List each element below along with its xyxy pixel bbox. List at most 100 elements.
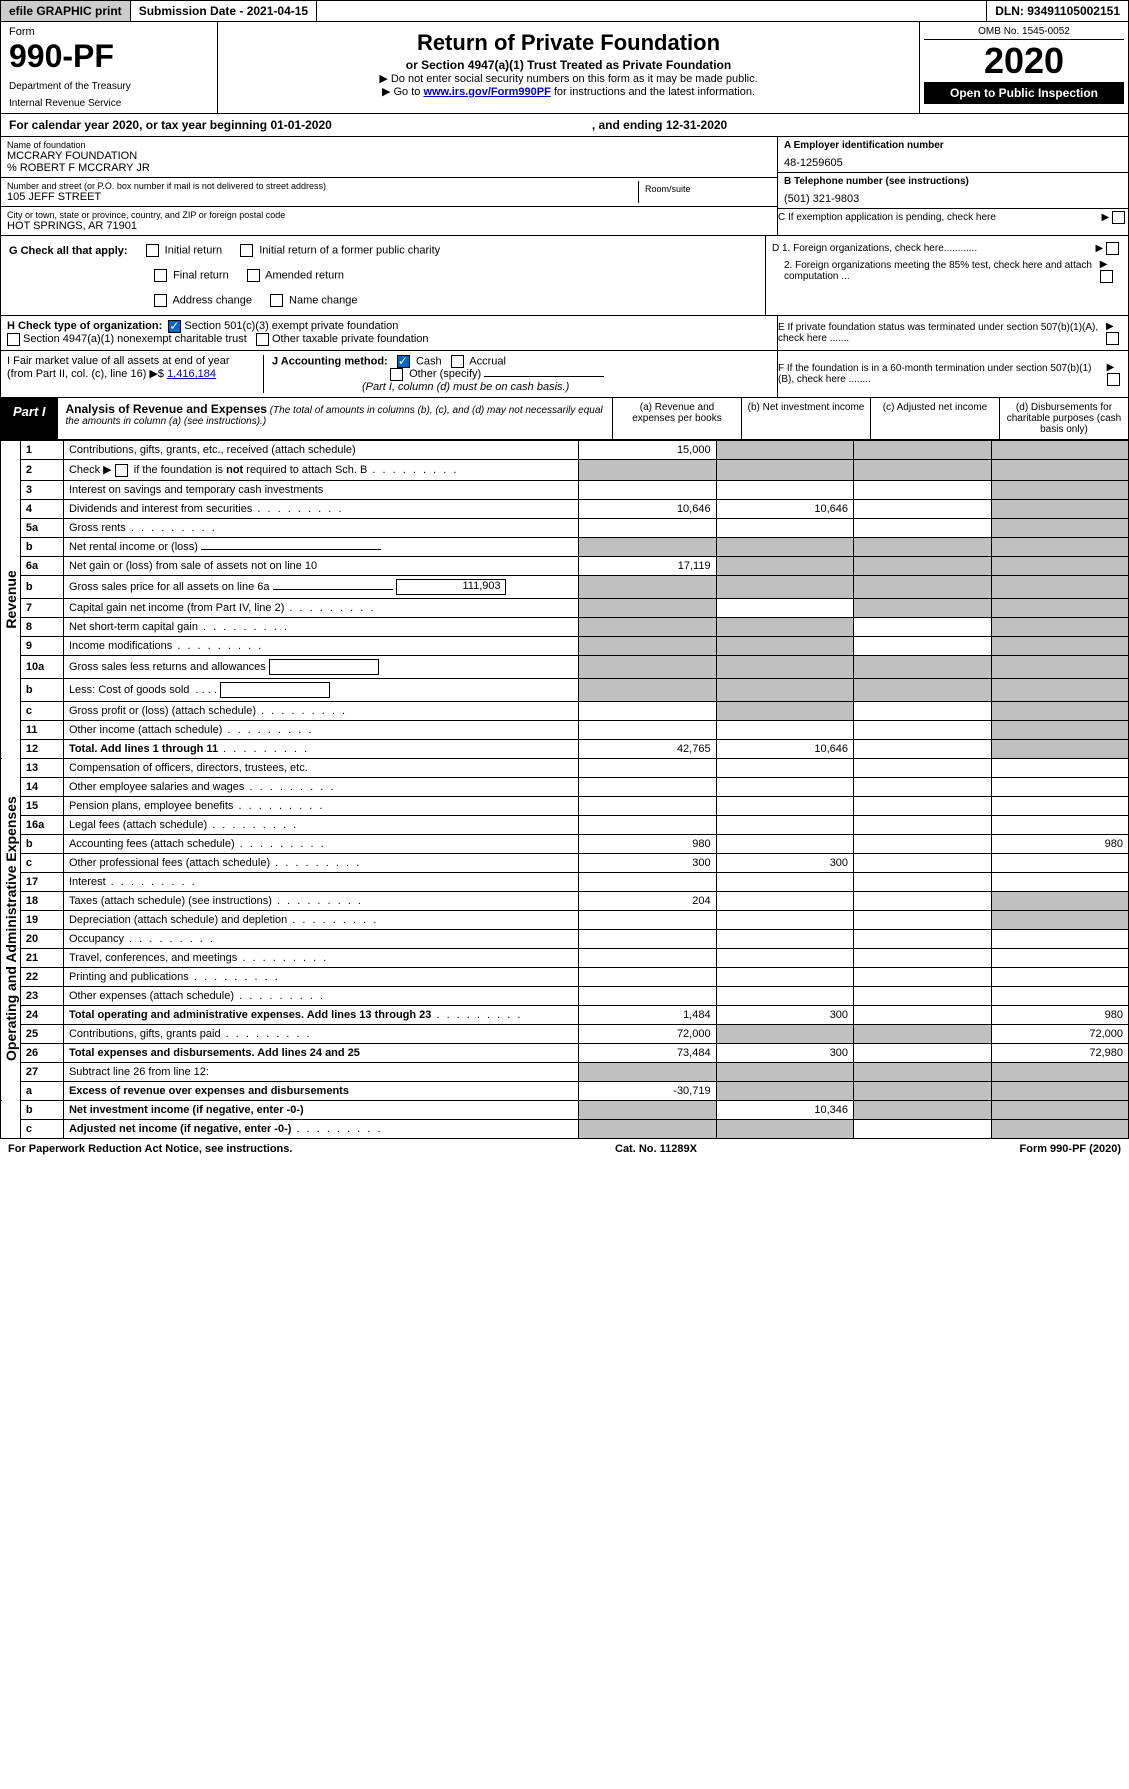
cell [579,986,716,1005]
shaded-cell [716,1024,853,1043]
table-row: 24Total operating and administrative exp… [1,1005,1129,1024]
shaded-cell [716,636,853,655]
amended-return-checkbox[interactable] [247,269,260,282]
r25-d: 72,000 [991,1024,1129,1043]
phone-label: B Telephone number (see instructions) [784,176,1122,187]
cell [716,910,853,929]
row-desc: Total operating and administrative expen… [63,1005,578,1024]
cell [854,1005,991,1024]
row-num: 27 [20,1062,63,1081]
i-j-section: I Fair market value of all assets at end… [1,351,777,397]
irs-link[interactable]: www.irs.gov/Form990PF [423,86,550,98]
cell [854,872,991,891]
r4-b: 10,646 [716,499,853,518]
shaded-cell [991,910,1129,929]
table-row: 4 Dividends and interest from securities… [1,499,1129,518]
row-num: 9 [20,636,63,655]
row-desc: Other employee salaries and wages [63,777,578,796]
row-num: 4 [20,499,63,518]
j-other-checkbox[interactable] [390,368,403,381]
ein-value: 48-1259605 [784,157,1122,169]
r27b-b: 10,346 [716,1100,853,1119]
cell [854,518,991,537]
cell [579,815,716,834]
i-symbol: ▶$ [149,368,164,380]
h-501c3-checkbox[interactable] [168,320,181,333]
cell [854,948,991,967]
cell [579,720,716,739]
row-desc: Travel, conferences, and meetings [63,948,578,967]
i-value[interactable]: 1,416,184 [167,368,216,380]
shaded-cell [854,1081,991,1100]
j-cash-checkbox[interactable] [397,355,410,368]
shaded-cell [716,617,853,636]
shaded-cell [991,655,1129,678]
row-num: 24 [20,1005,63,1024]
cell [716,720,853,739]
shaded-cell [854,556,991,575]
h-4947-checkbox[interactable] [7,333,20,346]
cal-year-ending: , and ending 12-31-2020 [592,118,727,132]
shaded-cell [991,1062,1129,1081]
shaded-cell [991,1081,1129,1100]
shaded-cell [716,701,853,720]
cell [579,872,716,891]
r12-b: 10,646 [716,739,853,758]
cell [716,796,853,815]
open-inspection: Open to Public Inspection [924,82,1124,104]
cell [854,910,991,929]
form-subtitle: or Section 4947(a)(1) Trust Treated as P… [224,58,913,72]
dln: DLN: 93491105002151 [986,1,1128,21]
exemption-pending: C If exemption application is pending, c… [778,209,1128,226]
shaded-cell [991,537,1129,556]
row-desc: Total expenses and disbursements. Add li… [63,1043,578,1062]
address-change-checkbox[interactable] [154,294,167,307]
row-num: b [20,834,63,853]
r16c-a: 300 [579,853,716,872]
instr-ssn: ▶ Do not enter social security numbers o… [224,72,913,85]
table-row: 27Subtract line 26 from line 12: [1,1062,1129,1081]
e-checkbox[interactable] [1106,332,1119,345]
row-num: 5a [20,518,63,537]
final-return-checkbox[interactable] [154,269,167,282]
row-desc: Income modifications [63,636,578,655]
row-num: c [20,853,63,872]
row-num: 8 [20,617,63,636]
f-checkbox[interactable] [1107,373,1120,386]
j-accrual-checkbox[interactable] [451,355,464,368]
r12-a: 42,765 [579,739,716,758]
r26-b: 300 [716,1043,853,1062]
d2-checkbox[interactable] [1100,270,1113,283]
omb-number: OMB No. 1545-0052 [924,26,1124,40]
h-opt2: Section 4947(a)(1) nonexempt charitable … [23,333,247,346]
row-num: 21 [20,948,63,967]
form-header: Form 990-PF Department of the Treasury I… [0,22,1129,114]
shaded-cell [991,499,1129,518]
shaded-cell [991,441,1129,460]
h-other-checkbox[interactable] [256,333,269,346]
row-desc: Excess of revenue over expenses and disb… [63,1081,578,1100]
row-num: 1 [20,441,63,460]
cell [991,796,1129,815]
sch-b-checkbox[interactable] [115,464,128,477]
cell [854,986,991,1005]
cell [854,758,991,777]
cell [854,1043,991,1062]
cell [716,758,853,777]
name-change-checkbox[interactable] [270,294,283,307]
cell [579,777,716,796]
cell [854,929,991,948]
row-num: 19 [20,910,63,929]
c-checkbox[interactable] [1112,211,1125,224]
shaded-cell [716,575,853,598]
addr-label: Number and street (or P.O. box number if… [7,181,638,191]
initial-return-checkbox[interactable] [146,244,159,257]
cell [854,815,991,834]
cell [854,967,991,986]
header-right: OMB No. 1545-0052 2020 Open to Public In… [920,22,1128,113]
table-row: 17Interest [1,872,1129,891]
col-c-header: (c) Adjusted net income [870,398,999,439]
col-a-header: (a) Revenue and expenses per books [612,398,741,439]
initial-former-checkbox[interactable] [240,244,253,257]
d1-checkbox[interactable] [1106,242,1119,255]
